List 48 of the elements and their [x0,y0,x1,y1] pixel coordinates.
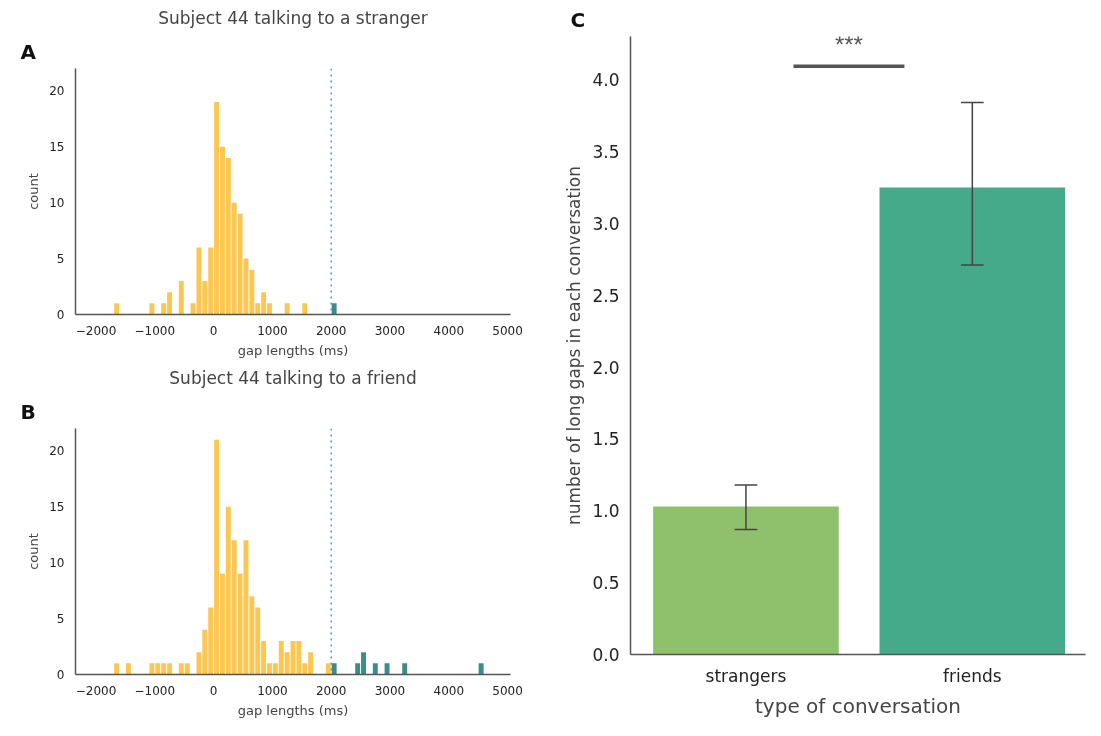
y-tick-label: 0.5 [592,573,620,594]
text: B [20,399,36,424]
x-tick-label: −1000 [134,683,176,698]
x-tick-label: −1000 [134,323,176,338]
y-tick-label: 4.0 [592,70,620,91]
x-tick-label: strangers [705,665,787,686]
x-tick-label: 1000 [257,683,288,698]
text: C [570,7,586,32]
y-tick-label: 10 [49,556,65,571]
y-tick-label: 20 [49,84,65,99]
x-tick-label: 3000 [374,323,406,338]
y-tick-label: 20 [49,444,65,459]
x-tick-label: 5000 [492,323,523,338]
x-tick-label: 0 [209,683,218,698]
y-tick-label: 1.5 [592,429,620,450]
chart-title: Subject 44 talking to a friend [169,367,417,388]
x-tick-label: −2000 [75,323,117,338]
y-tick-label: 2.0 [592,357,620,378]
y-tick-label: 2.5 [592,285,620,306]
y-tick-label: 15 [49,140,65,155]
x-tick-label: 0 [209,323,218,338]
y-tick-label: 15 [49,500,65,515]
x-tick-label: 3000 [374,683,406,698]
y-tick-label: 5 [56,612,65,627]
x-tick-label: friends [943,665,1002,686]
y-tick-label: 0.0 [592,645,620,665]
x-tick-label: 4000 [433,323,465,338]
x-axis-title: type of conversation [755,693,961,718]
x-tick-label: 2000 [315,323,347,338]
x-tick-label: 5000 [492,683,523,698]
x-tick-label: 4000 [433,683,465,698]
y-tick-label: 10 [49,196,65,211]
y-tick-label: 1.0 [592,501,620,522]
annotation: *** [834,31,863,59]
text: A [20,39,37,64]
x-tick-label: 1000 [257,323,288,338]
y-tick-label: 5 [56,252,65,267]
y-axis-title: count [26,533,42,570]
x-axis-title: gap lengths (ms) [237,702,349,718]
chart-title: Subject 44 talking to a stranger [158,7,428,28]
y-axis-title: number of long gaps in each conversation [564,165,585,526]
x-tick-label: 2000 [315,683,347,698]
x-axis-title: gap lengths (ms) [237,342,349,358]
y-axis-title: count [26,173,42,210]
y-tick-label: 3.0 [592,213,620,234]
y-tick-label: 0 [56,308,65,322]
y-tick-label: 3.5 [592,141,620,162]
x-tick-label: −2000 [75,683,117,698]
